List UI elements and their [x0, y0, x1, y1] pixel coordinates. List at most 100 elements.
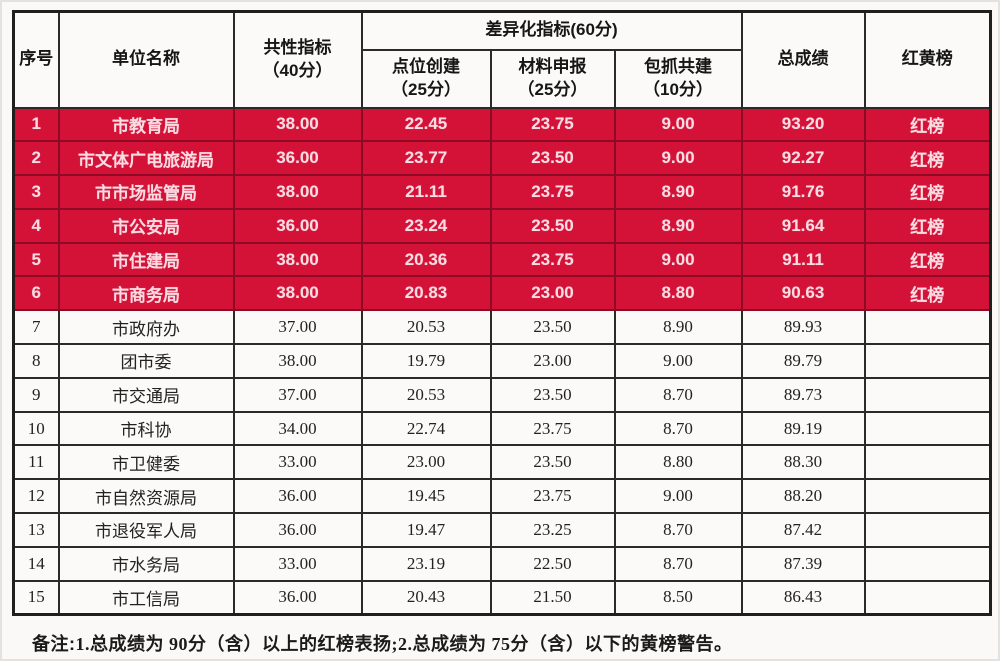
total-score-cell: 93.20: [740, 106, 866, 143]
seq-cell: 14: [12, 545, 60, 582]
table-row: 2 市文体广电旅游局 36.00 23.77 23.50 9.00 92.27 …: [12, 140, 992, 177]
score-table: 序号 单位名称 共性指标 （40分） 差异化指标(60分) 总成绩 红黄榜 点位…: [12, 10, 993, 616]
material-declare-cell: 23.00: [489, 343, 616, 379]
unit-cell: 市商务局: [57, 275, 235, 312]
unit-cell: 市工信局: [57, 579, 235, 616]
joint-build-cell: 8.90: [613, 309, 743, 346]
unit-cell: 市文体广电旅游局: [57, 140, 235, 177]
header-total-score: 总成绩: [740, 10, 866, 109]
common-score-cell: 38.00: [232, 174, 363, 210]
joint-build-cell: 9.00: [613, 343, 743, 379]
total-score-cell: 89.93: [740, 309, 866, 346]
total-score-cell: 87.39: [740, 545, 866, 582]
material-declare-cell: 23.75: [489, 410, 616, 447]
joint-build-cell: 8.50: [613, 579, 743, 616]
common-score-cell: 38.00: [232, 241, 363, 278]
point-creation-cell: 23.77: [360, 140, 492, 177]
total-score-cell: 90.63: [740, 275, 866, 312]
header-diff-group: 差异化指标(60分): [360, 10, 743, 51]
table-row: 14 市水务局 33.00 23.19 22.50 8.70 87.39: [12, 545, 992, 582]
table-row: 12 市自然资源局 36.00 19.45 23.75 9.00 88.20: [12, 478, 992, 515]
joint-build-cell: 8.70: [613, 545, 743, 582]
material-declare-cell: 23.75: [489, 106, 616, 143]
joint-build-cell: 8.90: [613, 207, 743, 244]
band-cell: 红榜: [863, 275, 992, 312]
unit-cell: 市交通局: [57, 376, 235, 413]
seq-cell: 4: [12, 207, 60, 244]
common-score-cell: 33.00: [232, 444, 363, 481]
footer-note-label: 备注:: [32, 634, 76, 654]
table-row: 8 团市委 38.00 19.79 23.00 9.00 89.79: [12, 343, 992, 379]
seq-cell: 9: [12, 376, 60, 413]
seq-cell: 5: [12, 241, 60, 278]
band-cell: [863, 376, 992, 413]
seq-cell: 1: [12, 106, 60, 143]
unit-cell: 市教育局: [57, 106, 235, 143]
material-declare-cell: 22.50: [489, 545, 616, 582]
common-score-cell: 36.00: [232, 579, 363, 616]
seq-cell: 15: [12, 579, 60, 616]
unit-cell: 市水务局: [57, 545, 235, 582]
point-creation-cell: 19.47: [360, 512, 492, 548]
table-row: 7 市政府办 37.00 20.53 23.50 8.90 89.93: [12, 309, 992, 346]
point-creation-cell: 19.79: [360, 343, 492, 379]
material-declare-cell: 23.75: [489, 174, 616, 210]
common-score-cell: 33.00: [232, 545, 363, 582]
material-declare-cell: 23.50: [489, 376, 616, 413]
header-red-yellow-list: 红黄榜: [863, 10, 992, 109]
header-unit-name: 单位名称: [57, 10, 235, 109]
common-score-cell: 36.00: [232, 512, 363, 548]
unit-cell: 团市委: [57, 343, 235, 379]
material-declare-cell: 23.50: [489, 140, 616, 177]
band-cell: 红榜: [863, 241, 992, 278]
material-declare-cell: 23.75: [489, 478, 616, 515]
common-score-cell: 36.00: [232, 207, 363, 244]
seq-cell: 2: [12, 140, 60, 177]
point-creation-cell: 21.11: [360, 174, 492, 210]
table-row: 13 市退役军人局 36.00 19.47 23.25 8.70 87.42: [12, 512, 992, 548]
joint-build-cell: 9.00: [613, 106, 743, 143]
band-cell: [863, 309, 992, 346]
footer-note-text: 1.总成绩为 90分（含）以上的红榜表扬;2.总成绩为 75分（含）以下的黄榜警…: [75, 634, 733, 654]
material-declare-cell: 23.00: [489, 275, 616, 312]
total-score-cell: 89.79: [740, 343, 866, 379]
joint-build-cell: 8.70: [613, 410, 743, 447]
band-cell: [863, 579, 992, 616]
total-score-cell: 91.76: [740, 174, 866, 210]
material-declare-cell: 23.75: [489, 241, 616, 278]
band-cell: 红榜: [863, 140, 992, 177]
joint-build-cell: 9.00: [613, 478, 743, 515]
common-score-cell: 37.00: [232, 376, 363, 413]
joint-build-cell: 8.70: [613, 512, 743, 548]
unit-cell: 市政府办: [57, 309, 235, 346]
point-creation-cell: 20.83: [360, 275, 492, 312]
common-score-cell: 36.00: [232, 478, 363, 515]
table-row: 10 市科协 34.00 22.74 23.75 8.70 89.19: [12, 410, 992, 447]
seq-cell: 3: [12, 174, 60, 210]
total-score-cell: 86.43: [740, 579, 866, 616]
band-cell: 红榜: [863, 174, 992, 210]
header-common-line1: 共性指标: [263, 37, 332, 57]
table-row: 11 市卫健委 33.00 23.00 23.50 8.80 88.30: [12, 444, 992, 481]
table-body: 1 市教育局 38.00 22.45 23.75 9.00 93.20 红榜 2…: [12, 106, 992, 616]
joint-build-cell: 8.90: [613, 174, 743, 210]
point-creation-cell: 23.00: [360, 444, 492, 481]
seq-cell: 13: [12, 512, 60, 548]
seq-cell: 12: [12, 478, 60, 515]
common-score-cell: 36.00: [232, 140, 363, 177]
header-common-line2: （40分）: [262, 60, 333, 80]
seq-cell: 7: [12, 309, 60, 346]
common-score-cell: 34.00: [232, 410, 363, 447]
point-creation-cell: 23.19: [360, 545, 492, 582]
table-header: 序号 单位名称 共性指标 （40分） 差异化指标(60分) 总成绩 红黄榜 点位…: [12, 10, 992, 109]
joint-build-cell: 8.70: [613, 376, 743, 413]
total-score-cell: 87.42: [740, 512, 866, 548]
material-declare-cell: 21.50: [489, 579, 616, 616]
point-creation-cell: 22.74: [360, 410, 492, 447]
joint-build-cell: 8.80: [613, 275, 743, 312]
unit-cell: 市科协: [57, 410, 235, 447]
table-row: 5 市住建局 38.00 20.36 23.75 9.00 91.11 红榜: [12, 241, 992, 278]
total-score-cell: 91.64: [740, 207, 866, 244]
table-row: 6 市商务局 38.00 20.83 23.00 8.80 90.63 红榜: [12, 275, 992, 312]
